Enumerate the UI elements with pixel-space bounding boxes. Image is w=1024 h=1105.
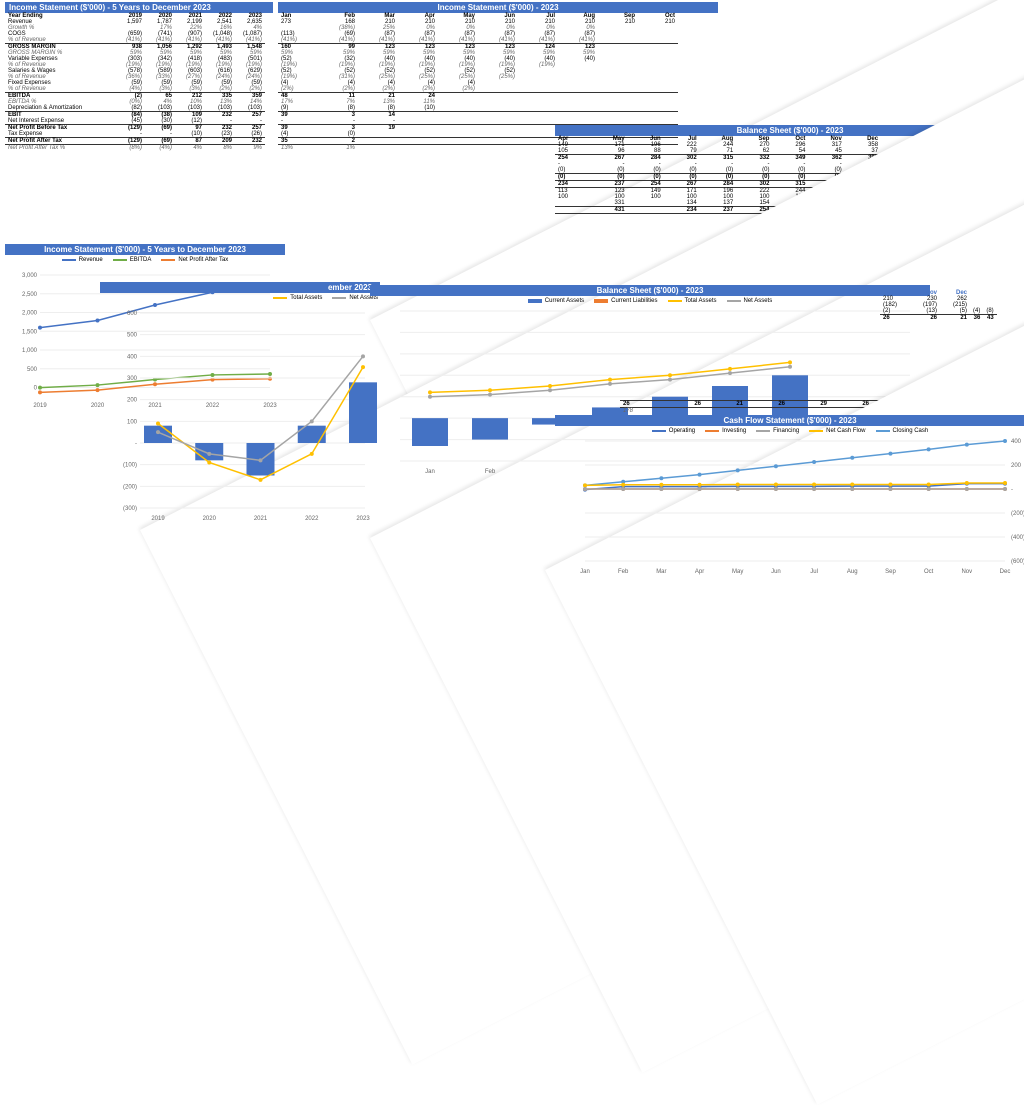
income-chart-legend: Revenue EBITDA Net Profit After Tax [5, 255, 285, 265]
income-annual-title: Income Statement ($'000) - 5 Years to De… [5, 2, 273, 13]
bs-5yr-chart-title: ember 2023 [100, 282, 380, 293]
svg-text:(200): (200) [1011, 511, 1024, 517]
svg-text:2021: 2021 [254, 516, 268, 522]
svg-text:Jun: Jun [771, 569, 781, 575]
cashflow-chart-title: Cash Flow Statement ($'000) - 2023 [555, 415, 1024, 426]
svg-text:500: 500 [127, 333, 138, 339]
svg-text:2,500: 2,500 [22, 292, 38, 298]
svg-text:(400): (400) [1011, 535, 1024, 541]
svg-text:Feb: Feb [485, 469, 496, 475]
svg-text:100: 100 [127, 419, 138, 425]
cashflow-legend: Operating Investing Financing Net Cash F… [555, 426, 1024, 436]
svg-text:Oct: Oct [924, 569, 934, 575]
svg-text:(200): (200) [123, 484, 137, 490]
svg-text:-: - [1011, 487, 1013, 493]
cashflow-chart-svg: (600) (400) (200) - 200 400 Jan Feb Mar Apr May Jun… [555, 436, 1024, 576]
svg-text:Nov: Nov [961, 569, 972, 575]
svg-text:2019: 2019 [151, 516, 165, 522]
income-annual-table: Year Ending20192020202120222023Revenue1,… [5, 13, 265, 151]
svg-text:Jan: Jan [425, 469, 435, 475]
extra-row-panel: 262621262926273643178291324327370 [620, 400, 1020, 414]
balance-sheet-panel: Balance Sheet ($'000) - 2023 AprMayJunJu… [555, 125, 1024, 214]
svg-text:Dec: Dec [1000, 569, 1011, 575]
svg-text:2019: 2019 [33, 403, 47, 409]
svg-text:Aug: Aug [847, 569, 858, 575]
svg-text:2,000: 2,000 [22, 311, 38, 317]
svg-text:200: 200 [127, 398, 138, 404]
svg-text:1,000: 1,000 [22, 348, 38, 354]
small-table-panel: OctNovDec210230262(182)(197)(215)(2)(13)… [880, 290, 1020, 321]
svg-text:-: - [135, 441, 137, 447]
svg-text:Jan: Jan [580, 569, 590, 575]
svg-text:2022: 2022 [305, 516, 319, 522]
svg-text:May: May [732, 569, 743, 575]
svg-text:Jul: Jul [810, 569, 818, 575]
svg-text:400: 400 [1011, 439, 1022, 445]
svg-text:(600): (600) [1011, 559, 1024, 565]
svg-text:0: 0 [34, 386, 38, 392]
svg-text:200: 200 [1011, 463, 1022, 469]
bs-5yr-chart-panel: ember 2023 Total Assets Net Assets (300)… [100, 282, 380, 535]
svg-text:(300): (300) [123, 506, 137, 512]
bs-monthly-legend: Current Assets Current Liabilities Total… [370, 296, 930, 306]
bs-monthly-chart-title: Balance Sheet ($'000) - 2023 [370, 285, 930, 296]
small-table: OctNovDec210230262(182)(197)(215)(2)(13)… [880, 290, 997, 321]
svg-text:600: 600 [127, 311, 138, 317]
svg-text:(100): (100) [123, 463, 137, 469]
bs-5yr-legend: Total Assets Net Assets [100, 293, 380, 303]
svg-text:2023: 2023 [356, 516, 370, 522]
bs-5yr-chart-svg: (300) (200) (100) - 100 200 300 400 500 600 2019 20… [100, 303, 380, 533]
svg-text:400: 400 [127, 354, 138, 360]
svg-text:Sep: Sep [885, 569, 896, 575]
svg-text:500: 500 [27, 367, 38, 373]
svg-text:Feb: Feb [618, 569, 629, 575]
svg-text:Mar: Mar [656, 569, 666, 575]
balance-sheet-table: AprMayJunJulAugSepOctNovDec1491711962222… [555, 136, 1024, 214]
cashflow-chart-panel: Cash Flow Statement ($'000) - 2023 Opera… [555, 415, 1024, 578]
svg-text:300: 300 [127, 376, 138, 382]
extra-row-table: 262621262926273643178291324327370 [620, 400, 1014, 414]
svg-text:1,500: 1,500 [22, 329, 38, 335]
svg-text:3,000: 3,000 [22, 273, 38, 279]
svg-text:2020: 2020 [203, 516, 217, 522]
income-chart-title: Income Statement ($'000) - 5 Years to De… [5, 244, 285, 255]
income-monthly-title: Income Statement ($'000) - 2023 [278, 2, 718, 13]
income-annual-panel: Income Statement ($'000) - 5 Years to De… [5, 2, 273, 151]
svg-text:Apr: Apr [695, 569, 704, 575]
balance-sheet-title: Balance Sheet ($'000) - 2023 [555, 125, 1024, 136]
